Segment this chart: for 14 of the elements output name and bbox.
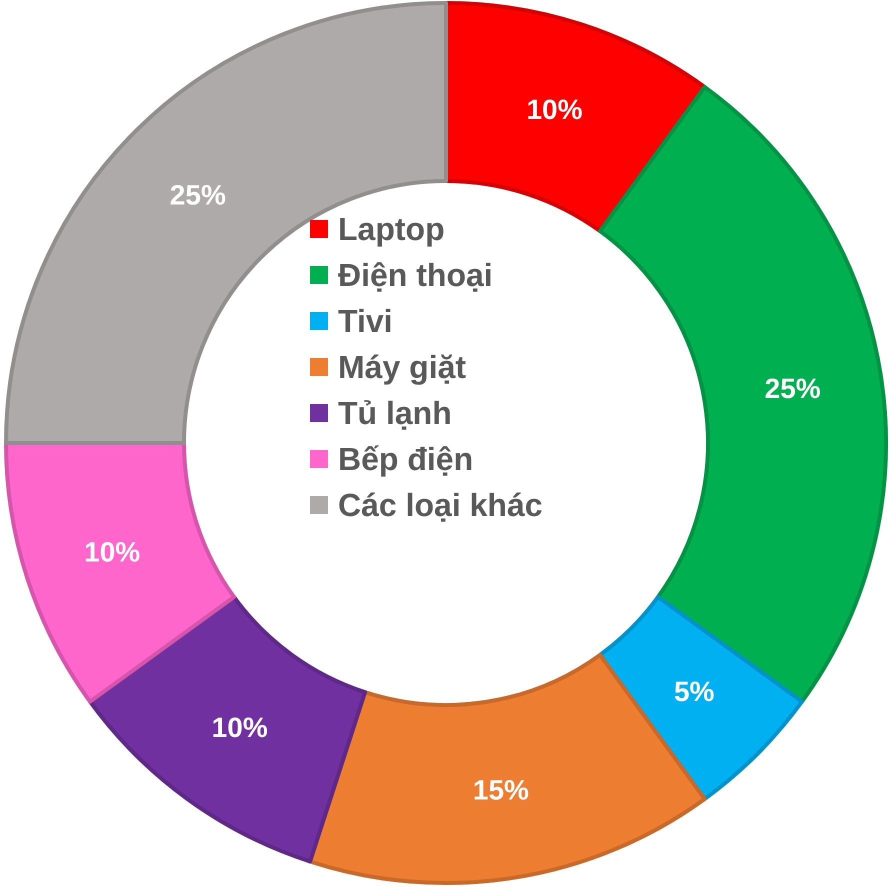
legend-label: Tivi — [338, 303, 393, 340]
data-label: 25% — [170, 180, 226, 211]
data-label: 15% — [472, 774, 530, 806]
legend-label: Máy giặt — [338, 349, 466, 386]
legend-label: Điện thoại — [338, 257, 493, 294]
legend-label: Laptop — [338, 211, 445, 248]
data-label: 10% — [526, 94, 583, 125]
data-label: 10% — [84, 536, 140, 568]
data-label: 10% — [212, 712, 268, 743]
data-label: 25% — [764, 372, 821, 404]
data-label: 5% — [674, 676, 715, 707]
legend-label: Tủ lạnh — [338, 395, 452, 432]
legend-label: Các loại khác — [338, 487, 543, 524]
legend-label: Bếp điện — [338, 441, 474, 478]
